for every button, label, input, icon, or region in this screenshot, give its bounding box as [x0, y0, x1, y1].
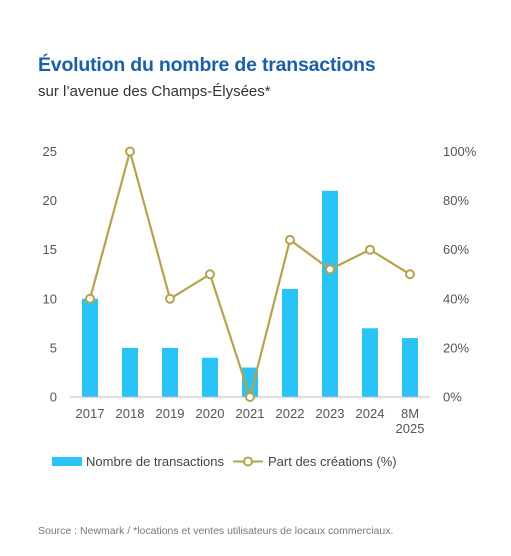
- bar-2023: [322, 190, 338, 397]
- y-left-tick-label: 0: [50, 390, 57, 405]
- source-note: Source : Newmark / *locations et ventes …: [38, 525, 394, 537]
- line-point-2019: [165, 293, 175, 304]
- bar-2022: [282, 288, 298, 397]
- chart-subtitle: sur l’avenue des Champs-Élysées*: [38, 83, 271, 100]
- y-left-ticks: 0 5 10 15 20 25: [43, 144, 57, 405]
- y-right-ticks: 0% 20% 40% 60% 80% 100%: [443, 144, 477, 405]
- bar-2021: [242, 367, 258, 397]
- y-right-tick-label: 80%: [443, 193, 469, 208]
- bar-2019: [162, 347, 178, 397]
- line-point-2022: [285, 234, 295, 245]
- bar-series: [82, 190, 418, 397]
- bar-2017: [82, 298, 98, 397]
- legend-line-label: Part des créations (%): [268, 454, 397, 469]
- bar-2024: [362, 328, 378, 397]
- legend-bar-swatch: [52, 457, 82, 466]
- y-left-tick-label: 5: [50, 340, 57, 355]
- y-left-tick-label: 20: [43, 193, 57, 208]
- legend-bar-label: Nombre de transactions: [86, 454, 225, 469]
- x-tick-label: 2022: [276, 406, 305, 421]
- x-tick-label: 2021: [236, 406, 265, 421]
- x-tick-label: 2017: [76, 406, 105, 421]
- line-point-2024: [365, 244, 375, 255]
- line-point-2021: [245, 392, 255, 402]
- y-right-tick-label: 40%: [443, 291, 469, 306]
- y-right-tick-label: 0%: [443, 390, 462, 405]
- x-tick-label: 2023: [316, 406, 345, 421]
- x-tick-label: 2018: [116, 406, 145, 421]
- line-point-2018: [125, 146, 135, 157]
- line-point-2017: [85, 293, 95, 304]
- y-left-tick-label: 25: [43, 144, 57, 159]
- line-series: [85, 146, 415, 402]
- bar-8M-2025: [402, 338, 418, 397]
- x-tick-label: 2024: [356, 406, 385, 421]
- y-right-tick-label: 60%: [443, 242, 469, 257]
- y-right-tick-label: 100%: [443, 144, 477, 159]
- y-left-tick-label: 10: [43, 291, 57, 306]
- legend: Nombre de transactions Part des création…: [52, 454, 397, 469]
- line-point-8M-2025: [405, 269, 415, 280]
- y-left-tick-label: 15: [43, 242, 57, 257]
- x-tick-label: 8M 2025: [396, 406, 425, 436]
- line-point-2020: [205, 269, 215, 280]
- legend-line-marker: [243, 456, 253, 467]
- chart-title: Évolution du nombre de transactions: [38, 54, 376, 76]
- x-tick-label: 2020: [196, 406, 225, 421]
- bar-2018: [122, 347, 138, 397]
- y-right-tick-label: 20%: [443, 340, 469, 355]
- x-tick-label: 2019: [156, 406, 185, 421]
- line-point-2023: [325, 264, 335, 275]
- x-axis-ticks: 2017 2018 2019 2020 2021 2022 2023 2024 8M 2025: [76, 406, 425, 436]
- bar-2020: [202, 357, 218, 397]
